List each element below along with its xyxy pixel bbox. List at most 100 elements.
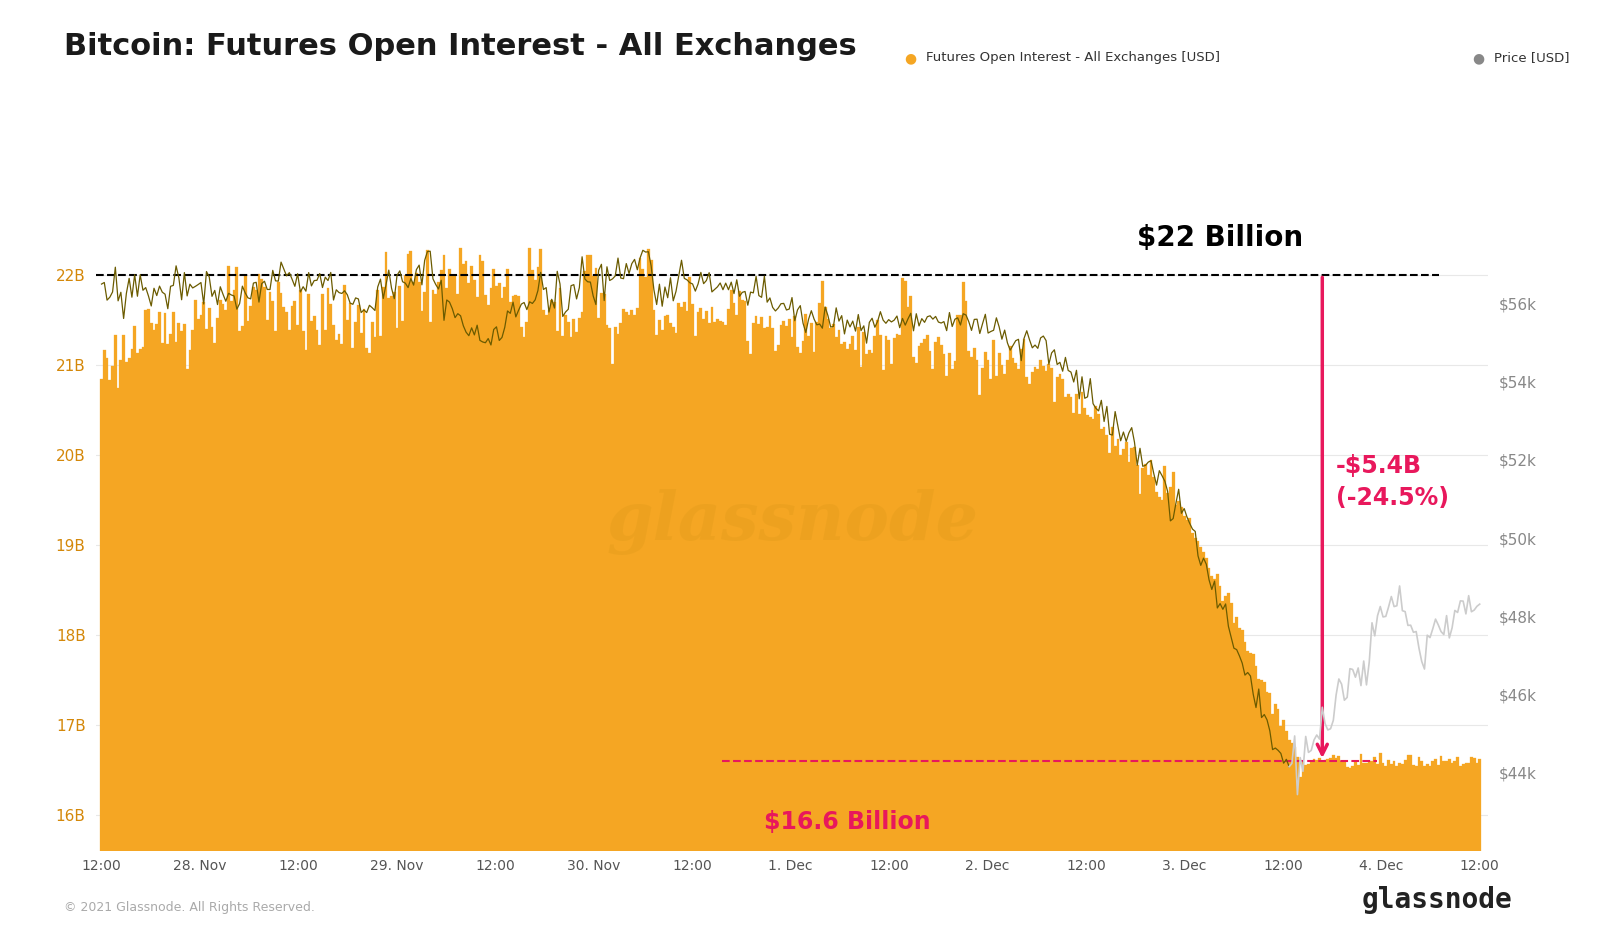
Bar bbox=[1478, 759, 1482, 851]
Bar bbox=[283, 307, 285, 851]
Bar bbox=[558, 288, 562, 851]
Bar bbox=[1250, 653, 1251, 851]
Bar bbox=[1205, 558, 1208, 851]
Bar bbox=[931, 369, 934, 851]
Bar bbox=[182, 325, 186, 851]
Bar bbox=[694, 336, 696, 851]
Bar bbox=[258, 275, 261, 851]
Bar bbox=[1061, 378, 1064, 851]
Bar bbox=[462, 265, 464, 851]
Bar bbox=[318, 344, 322, 851]
Bar bbox=[1238, 627, 1242, 851]
Bar bbox=[710, 307, 714, 851]
Bar bbox=[1331, 756, 1334, 851]
Bar bbox=[346, 320, 349, 851]
Bar bbox=[1045, 371, 1048, 851]
Bar bbox=[494, 287, 498, 851]
Bar bbox=[1171, 472, 1174, 851]
Bar bbox=[1019, 349, 1022, 851]
Bar bbox=[390, 296, 394, 851]
Bar bbox=[109, 380, 110, 851]
Bar bbox=[414, 273, 418, 851]
Text: ●: ● bbox=[904, 51, 917, 65]
Bar bbox=[1354, 760, 1357, 851]
Bar bbox=[627, 314, 630, 851]
Bar bbox=[998, 352, 1000, 851]
Bar bbox=[672, 327, 675, 851]
Bar bbox=[806, 336, 810, 851]
Text: © 2021 Glassnode. All Rights Reserved.: © 2021 Glassnode. All Rights Reserved. bbox=[64, 901, 315, 914]
Bar bbox=[837, 329, 840, 851]
Bar bbox=[787, 318, 790, 851]
Bar bbox=[1200, 547, 1202, 851]
Bar bbox=[299, 290, 302, 851]
Bar bbox=[970, 357, 973, 851]
Bar bbox=[1141, 468, 1144, 851]
Bar bbox=[870, 353, 874, 851]
Bar bbox=[1147, 475, 1150, 851]
Bar bbox=[1453, 761, 1456, 851]
Bar bbox=[1459, 766, 1462, 851]
Bar bbox=[965, 302, 968, 851]
Bar bbox=[666, 315, 669, 851]
Bar bbox=[589, 254, 592, 851]
Bar bbox=[410, 252, 413, 851]
Bar bbox=[1251, 654, 1254, 851]
Bar bbox=[1139, 494, 1141, 851]
Bar bbox=[939, 345, 942, 851]
Bar bbox=[1262, 683, 1266, 851]
Bar bbox=[688, 277, 691, 851]
Bar bbox=[406, 254, 410, 851]
Bar bbox=[333, 325, 334, 851]
Bar bbox=[181, 331, 182, 851]
Bar bbox=[702, 319, 706, 851]
Bar bbox=[946, 376, 949, 851]
Bar bbox=[962, 282, 965, 851]
Bar bbox=[326, 288, 330, 851]
Bar bbox=[976, 360, 979, 851]
Bar bbox=[736, 315, 738, 851]
Bar bbox=[1190, 534, 1194, 851]
Bar bbox=[136, 353, 139, 851]
Bar bbox=[470, 266, 474, 851]
Bar bbox=[1402, 764, 1403, 851]
Bar bbox=[178, 323, 181, 851]
Bar bbox=[859, 366, 862, 851]
Bar bbox=[635, 308, 638, 851]
Bar bbox=[1349, 768, 1352, 851]
Bar bbox=[794, 316, 797, 851]
Bar bbox=[1307, 764, 1310, 851]
Bar bbox=[150, 323, 152, 851]
Bar bbox=[125, 363, 128, 851]
Bar bbox=[1270, 714, 1274, 851]
Bar bbox=[901, 278, 904, 851]
Bar bbox=[1102, 426, 1106, 851]
Bar bbox=[578, 317, 581, 851]
Bar bbox=[1078, 413, 1080, 851]
Bar bbox=[664, 315, 666, 851]
Bar bbox=[197, 319, 200, 851]
Bar bbox=[1426, 764, 1429, 851]
Bar bbox=[211, 327, 213, 851]
Bar bbox=[171, 312, 174, 851]
Bar bbox=[368, 353, 371, 851]
Bar bbox=[402, 321, 403, 851]
Bar bbox=[824, 307, 827, 851]
Bar bbox=[1202, 552, 1205, 851]
Bar bbox=[979, 395, 981, 851]
Bar bbox=[718, 321, 722, 851]
Bar bbox=[696, 312, 699, 851]
Bar bbox=[152, 330, 155, 851]
Bar bbox=[749, 354, 752, 851]
Bar bbox=[349, 303, 352, 851]
Text: Price [USD]: Price [USD] bbox=[1494, 51, 1570, 64]
Bar bbox=[371, 323, 373, 851]
Text: $16.6 Billion: $16.6 Billion bbox=[765, 810, 931, 834]
Text: glassnode: glassnode bbox=[1362, 886, 1512, 914]
Bar bbox=[1291, 743, 1293, 851]
Bar bbox=[1384, 766, 1387, 851]
Bar bbox=[733, 303, 736, 851]
Bar bbox=[1029, 384, 1030, 851]
Bar bbox=[896, 334, 898, 851]
Bar bbox=[574, 332, 578, 851]
